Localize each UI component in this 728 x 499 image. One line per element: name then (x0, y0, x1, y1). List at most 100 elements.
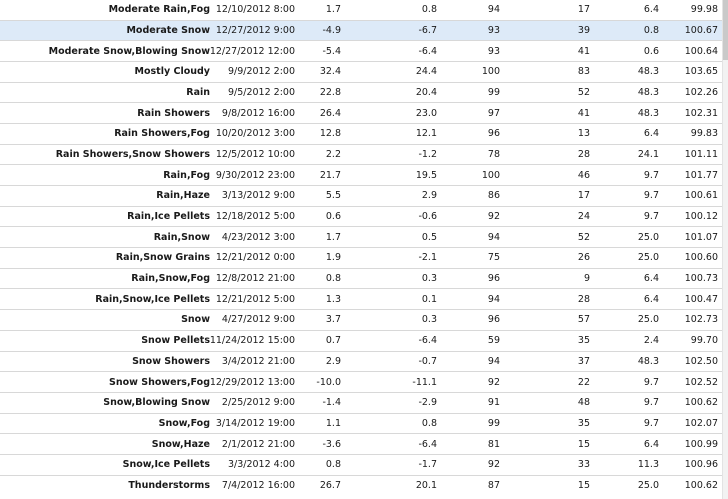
table-row[interactable]: Snow,Blowing Snow 2/25/2012 9:00 -1.4 -2.9 9… (0, 392, 722, 414)
cell-datetime: 7/4/2012 16:00 (221, 480, 295, 492)
cell-temp: -4.9 (322, 24, 341, 36)
cell-dew-point: 0.3 (421, 273, 437, 285)
cell-visibility: 0.8 (643, 24, 659, 36)
cell-temp: 1.9 (325, 252, 341, 264)
cell-humidity: 97 (487, 107, 500, 119)
cell-weather: Moderate Snow (126, 24, 210, 36)
table-row[interactable]: Snow Showers 3/4/2012 21:00 2.9 -0.7 94 37 48.… (0, 351, 722, 373)
table-row[interactable]: Snow 4/27/2012 9:00 3.7 0.3 96 57 25.0 102.73 (0, 310, 722, 331)
cell-visibility: 9.7 (643, 417, 659, 429)
cell-wind-speed: 15 (577, 438, 590, 450)
table-row[interactable]: Snow,Haze 2/1/2012 21:00 -3.6 -6.4 81 15 6.4 10… (0, 434, 722, 455)
cell-humidity: 91 (487, 397, 500, 409)
table-row[interactable]: Snow,Fog 3/14/2012 19:00 1.1 0.8 99 35 9.7 102.… (0, 413, 722, 435)
cell-weather: Rain Showers (137, 107, 210, 119)
cell-temp: -10.0 (316, 376, 341, 388)
cell-datetime: 9/9/2012 2:00 (227, 66, 295, 78)
table-row[interactable]: Rain Showers,Snow Showers 12/5/2012 10:00… (0, 144, 722, 166)
cell-humidity: 94 (487, 355, 500, 367)
table-row[interactable]: Rain,Fog 9/30/2012 23:00 21.7 19.5 100 46 9.7 1… (0, 165, 722, 186)
cell-humidity: 78 (487, 148, 500, 160)
cell-weather: Rain,Haze (156, 190, 210, 202)
vertical-scrollbar[interactable] (722, 0, 728, 499)
cell-pressure: 100.99 (684, 438, 718, 450)
cell-datetime: 12/29/2012 13:00 (209, 376, 295, 388)
cell-wind-speed: 41 (577, 45, 590, 57)
cell-weather: Rain Showers,Snow Showers (55, 148, 210, 160)
cell-temp: 3.7 (325, 314, 341, 326)
table-row[interactable]: Rain,Snow,Fog 12/8/2012 21:00 0.8 0.3 96 9 6.4… (0, 268, 722, 290)
table-row[interactable]: Snow,Ice Pellets 3/3/2012 4:00 0.8 -1.7 92 33… (0, 454, 722, 476)
cell-datetime: 12/27/2012 9:00 (215, 24, 295, 36)
cell-visibility: 48.3 (637, 107, 659, 119)
cell-wind-speed: 37 (577, 355, 590, 367)
cell-weather: Moderate Rain,Fog (108, 4, 210, 16)
cell-visibility: 48.3 (637, 86, 659, 98)
cell-datetime: 2/1/2012 21:00 (221, 438, 295, 450)
cell-temp: 22.8 (319, 86, 341, 98)
table-row[interactable]: Rain,Snow 4/23/2012 3:00 1.7 0.5 94 52 25.0 101… (0, 227, 722, 249)
cell-wind-speed: 22 (577, 376, 590, 388)
table-row[interactable]: Snow Pellets 11/24/2012 15:00 0.7 -6.4 59 35 2… (0, 330, 722, 352)
cell-visibility: 25.0 (637, 252, 659, 264)
cell-temp: 1.7 (325, 231, 341, 243)
cell-pressure: 102.50 (684, 355, 718, 367)
cell-weather: Snow,Blowing Snow (103, 397, 210, 409)
cell-dew-point: -6.4 (418, 335, 437, 347)
cell-humidity: 96 (487, 273, 500, 285)
cell-humidity: 75 (487, 252, 500, 264)
cell-pressure: 100.61 (684, 190, 718, 202)
cell-pressure: 100.67 (684, 24, 718, 36)
table-row[interactable]: Rain Showers,Fog 10/20/2012 3:00 12.8 12.1 9… (0, 123, 722, 145)
cell-temp: 0.8 (325, 459, 341, 471)
cell-pressure: 102.31 (684, 107, 718, 119)
table-row[interactable]: Rain 9/5/2012 2:00 22.8 20.4 99 52 48.3 102.26 (0, 82, 722, 104)
cell-datetime: 3/14/2012 19:00 (215, 417, 295, 429)
cell-datetime: 3/3/2012 4:00 (227, 459, 295, 471)
cell-wind-speed: 28 (577, 148, 590, 160)
cell-datetime: 4/27/2012 9:00 (221, 314, 295, 326)
cell-humidity: 92 (487, 211, 500, 223)
cell-datetime: 11/24/2012 15:00 (209, 335, 295, 347)
table-row[interactable]: Rain,Ice Pellets 12/18/2012 5:00 0.6 -0.6 92… (0, 206, 722, 228)
cell-wind-speed: 26 (577, 252, 590, 264)
cell-weather: Rain,Ice Pellets (127, 211, 210, 223)
cell-temp: 2.9 (325, 355, 341, 367)
cell-wind-speed: 17 (577, 4, 590, 16)
cell-temp: 26.4 (319, 107, 341, 119)
cell-dew-point: 0.8 (421, 4, 437, 16)
cell-datetime: 12/27/2012 12:00 (209, 45, 295, 57)
cell-dew-point: -0.7 (418, 355, 437, 367)
cell-humidity: 99 (487, 86, 500, 98)
cell-wind-speed: 35 (577, 335, 590, 347)
table-row[interactable]: Rain,Haze 3/13/2012 9:00 5.5 2.9 86 17 9.7 100.… (0, 186, 722, 207)
cell-temp: 1.3 (325, 293, 341, 305)
table-row[interactable]: Mostly Cloudy 9/9/2012 2:00 32.4 24.4 100 83 4… (0, 61, 722, 83)
cell-dew-point: 0.1 (421, 293, 437, 305)
cell-humidity: 94 (487, 231, 500, 243)
cell-dew-point: -6.7 (418, 24, 437, 36)
cell-wind-speed: 15 (577, 480, 590, 492)
cell-dew-point: 0.5 (421, 231, 437, 243)
table-row[interactable]: Rain,Snow Grains 12/21/2012 0:00 1.9 -2.1 75… (0, 248, 722, 269)
table-row[interactable]: Moderate Snow,Blowing Snow 12/27/2012 12:… (0, 41, 722, 62)
table-row[interactable]: Rain Showers 9/8/2012 16:00 26.4 23.0 97 41 48… (0, 103, 722, 124)
table-row[interactable]: Moderate Rain,Fog 12/10/2012 8:00 1.7 0.8 94… (0, 0, 722, 21)
table-row[interactable]: Rain,Snow,Ice Pellets 12/21/2012 5:00 1.3 0… (0, 289, 722, 311)
cell-datetime: 9/8/2012 16:00 (221, 107, 295, 119)
scrollbar-thumb[interactable] (723, 0, 728, 60)
cell-dew-point: -2.9 (418, 397, 437, 409)
cell-dew-point: -0.6 (418, 211, 437, 223)
cell-weather: Snow,Fog (158, 417, 210, 429)
table-row-selected[interactable]: Moderate Snow 12/27/2012 9:00 -4.9 -6.7 93 39… (0, 20, 722, 42)
cell-temp: 1.1 (325, 417, 341, 429)
cell-temp: 0.7 (325, 335, 341, 347)
cell-dew-point: 2.9 (421, 190, 437, 202)
cell-datetime: 12/10/2012 8:00 (215, 4, 295, 16)
cell-temp: 0.6 (325, 211, 341, 223)
table-row[interactable]: Thunderstorms 7/4/2012 16:00 26.7 20.1 87 15 2… (0, 475, 722, 497)
cell-datetime: 9/5/2012 2:00 (227, 86, 295, 98)
cell-visibility: 25.0 (637, 480, 659, 492)
table-row[interactable]: Snow Showers,Fog 12/29/2012 13:00 -10.0 -11… (0, 372, 722, 393)
cell-datetime: 3/13/2012 9:00 (221, 190, 295, 202)
